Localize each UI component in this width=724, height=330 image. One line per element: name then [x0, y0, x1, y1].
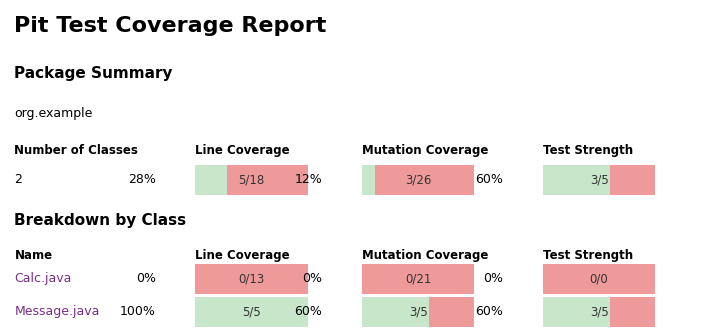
- Text: 0/0: 0/0: [590, 272, 608, 285]
- Text: Mutation Coverage: Mutation Coverage: [362, 144, 489, 156]
- Text: 100%: 100%: [119, 305, 156, 318]
- Text: 5/18: 5/18: [238, 173, 265, 186]
- Text: 3/26: 3/26: [405, 173, 432, 186]
- Text: 60%: 60%: [475, 173, 503, 186]
- FancyBboxPatch shape: [543, 297, 655, 327]
- Text: Name: Name: [14, 249, 53, 262]
- Text: Line Coverage: Line Coverage: [195, 144, 290, 156]
- Text: 0%: 0%: [483, 272, 503, 285]
- Text: 28%: 28%: [127, 173, 156, 186]
- FancyBboxPatch shape: [543, 165, 655, 195]
- Text: Calc.java: Calc.java: [14, 272, 72, 285]
- Text: Breakdown by Class: Breakdown by Class: [14, 213, 187, 228]
- Text: Message.java: Message.java: [14, 305, 100, 318]
- FancyBboxPatch shape: [543, 297, 610, 327]
- Text: Pit Test Coverage Report: Pit Test Coverage Report: [14, 16, 327, 37]
- Text: 60%: 60%: [294, 305, 322, 318]
- Text: Test Strength: Test Strength: [543, 144, 633, 156]
- Text: Mutation Coverage: Mutation Coverage: [362, 249, 489, 262]
- FancyBboxPatch shape: [362, 264, 474, 294]
- Text: 12%: 12%: [295, 173, 322, 186]
- FancyBboxPatch shape: [362, 165, 474, 195]
- FancyBboxPatch shape: [195, 165, 227, 195]
- FancyBboxPatch shape: [195, 165, 308, 195]
- Text: Test Strength: Test Strength: [543, 249, 633, 262]
- Text: 5/5: 5/5: [243, 305, 261, 318]
- Text: 0%: 0%: [302, 272, 322, 285]
- Text: 0/21: 0/21: [405, 272, 432, 285]
- FancyBboxPatch shape: [195, 264, 308, 294]
- Text: org.example: org.example: [14, 107, 93, 120]
- Text: Line Coverage: Line Coverage: [195, 249, 290, 262]
- Text: 3/5: 3/5: [409, 305, 427, 318]
- FancyBboxPatch shape: [362, 165, 375, 195]
- FancyBboxPatch shape: [362, 297, 474, 327]
- FancyBboxPatch shape: [195, 297, 308, 327]
- Text: 3/5: 3/5: [590, 173, 608, 186]
- Text: 0/13: 0/13: [238, 272, 265, 285]
- Text: Number of Classes: Number of Classes: [14, 144, 138, 156]
- FancyBboxPatch shape: [543, 165, 610, 195]
- Text: Package Summary: Package Summary: [14, 66, 173, 81]
- Text: 2: 2: [14, 173, 22, 186]
- Text: 0%: 0%: [135, 272, 156, 285]
- FancyBboxPatch shape: [362, 297, 429, 327]
- FancyBboxPatch shape: [543, 264, 655, 294]
- Text: 3/5: 3/5: [590, 305, 608, 318]
- FancyBboxPatch shape: [195, 297, 308, 327]
- Text: 60%: 60%: [475, 305, 503, 318]
